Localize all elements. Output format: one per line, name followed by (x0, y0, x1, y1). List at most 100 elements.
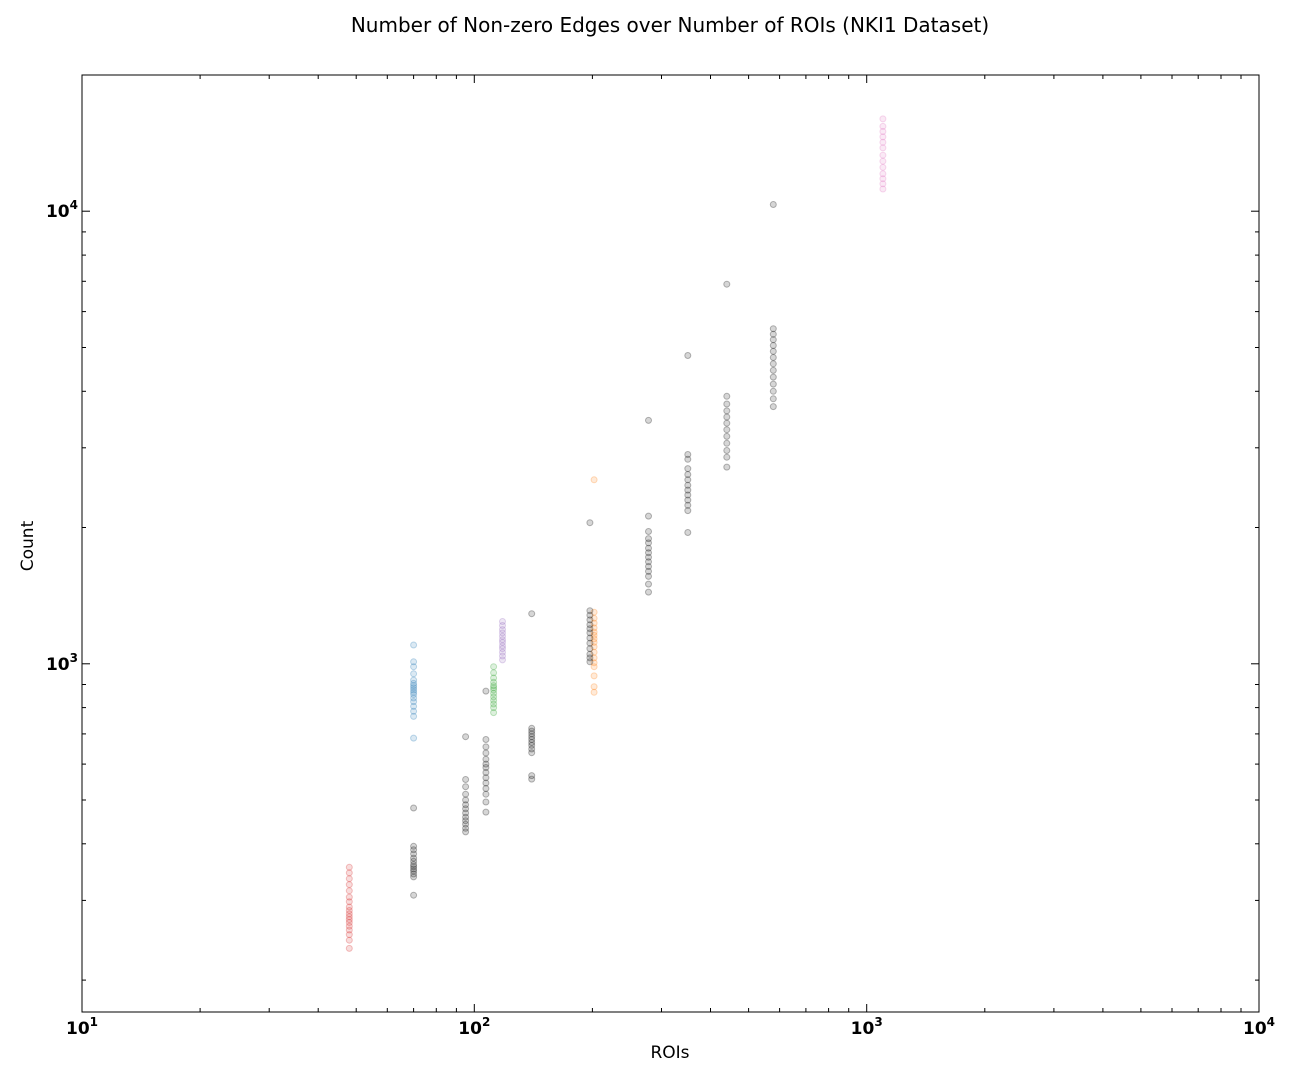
data-point (586, 650, 594, 658)
data-point (410, 712, 418, 720)
data-point (879, 115, 887, 123)
data-point (482, 760, 490, 768)
data-point (462, 824, 470, 832)
data-point (490, 686, 498, 694)
data-point (684, 501, 692, 509)
data-point (879, 144, 887, 152)
data-point (410, 707, 418, 715)
data-point (586, 634, 594, 642)
data-point (345, 881, 353, 889)
data-point (590, 476, 598, 484)
data-point (345, 926, 353, 934)
data-point (490, 684, 498, 692)
data-point (345, 893, 353, 901)
data-point (410, 804, 418, 812)
data-point (528, 730, 536, 738)
data-point (410, 698, 418, 706)
data-point (879, 128, 887, 135)
data-point (410, 688, 418, 696)
data-point (410, 670, 418, 678)
data-point (684, 476, 692, 484)
data-point (490, 709, 498, 717)
data-point (769, 354, 777, 361)
data-point (345, 898, 353, 906)
data-point (590, 638, 598, 646)
chart-title: Number of Non-zero Edges over Number of … (351, 13, 989, 37)
data-point (345, 919, 353, 926)
data-point (723, 426, 731, 434)
data-point (410, 702, 418, 710)
data-point (879, 170, 887, 178)
data-point (586, 639, 594, 647)
data-point (490, 669, 498, 677)
data-point (590, 608, 598, 616)
data-point (645, 580, 652, 588)
data-point (462, 805, 470, 813)
data-point (769, 360, 777, 368)
data-point (645, 572, 652, 580)
data-point (645, 512, 652, 520)
data-point (410, 658, 418, 666)
data-point (723, 392, 731, 400)
data-point (410, 873, 418, 881)
data-point (482, 736, 490, 743)
data-point (345, 931, 353, 939)
data-point (879, 157, 887, 165)
data-point (490, 689, 498, 697)
data-point (410, 663, 418, 671)
data-point (499, 642, 506, 650)
data-point (482, 769, 490, 776)
data-point (586, 616, 594, 624)
data-point (528, 727, 536, 735)
data-point (684, 507, 692, 515)
data-point (528, 739, 536, 746)
data-point (645, 553, 652, 561)
data-point (645, 544, 652, 552)
data-point (586, 519, 594, 527)
data-point (482, 764, 490, 771)
data-point (590, 635, 598, 643)
data-point (645, 539, 652, 547)
data-point (645, 588, 652, 596)
data-point (462, 783, 470, 791)
data-point (410, 691, 418, 698)
data-point (490, 693, 498, 701)
data-point (590, 628, 598, 636)
data-point (879, 185, 887, 193)
data-point (723, 447, 731, 454)
data-point (586, 607, 594, 615)
data-point (590, 663, 598, 671)
data-point (586, 629, 594, 637)
data-point (490, 678, 498, 686)
data-point (586, 611, 594, 619)
data-point (482, 774, 490, 782)
data-point (769, 403, 777, 411)
data-point (879, 175, 887, 183)
data-point (482, 785, 490, 792)
data-point (499, 656, 506, 664)
data-point (769, 387, 777, 395)
data-point (528, 724, 536, 732)
data-point (684, 352, 692, 359)
data-point (879, 163, 887, 171)
data-point (490, 700, 498, 708)
data-point (645, 528, 652, 535)
data-point (482, 790, 490, 798)
data-point (590, 624, 598, 632)
data-point (345, 916, 353, 924)
data-point (499, 652, 506, 660)
data-point (590, 614, 598, 622)
data-point (645, 567, 652, 575)
data-point (723, 407, 731, 415)
data-point (879, 180, 887, 188)
data-point (528, 733, 536, 741)
data-point (462, 813, 470, 821)
x-tick-label: 104 (1243, 1015, 1275, 1039)
data-point (528, 736, 536, 743)
data-point (499, 618, 506, 625)
data-point (482, 687, 490, 695)
data-point (769, 342, 777, 349)
data-point (499, 629, 506, 637)
data-point (590, 688, 598, 696)
data-point (684, 465, 692, 473)
